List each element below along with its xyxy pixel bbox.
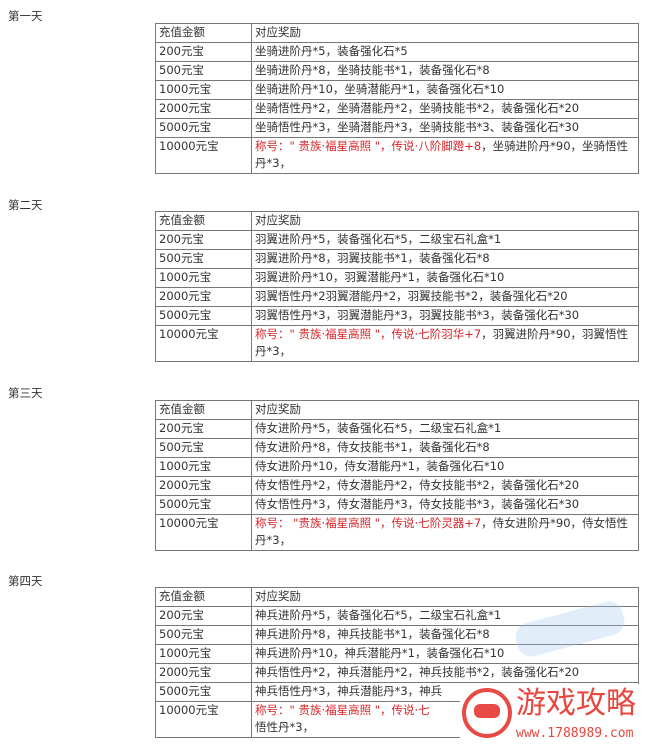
reward-cell: 侍女悟性丹*2，侍女潜能丹*2，侍女技能书*2，装备强化石*20: [251, 476, 639, 496]
reward-cell: 侍女进阶丹*8，侍女技能书*1，装备强化石*8: [251, 438, 639, 458]
reward-cell: 神兵悟性丹*2，神兵潜能丹*2，神兵技能书*2，装备强化石*20: [251, 663, 639, 683]
reward-cell: 羽翼悟性丹*2羽翼潜能丹*2，羽翼技能书*2，装备强化石*20: [251, 287, 639, 307]
table-row: 500元宝 侍女进阶丹*8，侍女技能书*1，装备强化石*8: [155, 438, 639, 458]
reward-cell: 神兵进阶丹*8，神兵技能书*1，装备强化石*8: [251, 625, 639, 645]
table-row: 500元宝 羽翼进阶丹*8，羽翼技能书*1，装备强化石*8: [155, 249, 639, 269]
title-reward: 称号： "贵族·福星高照 "，传说·七阶灵器+7: [255, 516, 482, 530]
table-row: 1000元宝 坐骑进阶丹*10，坐骑潜能丹*1，装备强化石*10: [155, 80, 639, 100]
title-reward: 称号：" 贵族·福星高照 "，传说·七: [255, 703, 430, 717]
amount-cell: 500元宝: [155, 625, 252, 645]
reward-table: 充值金额 对应奖励 200元宝 坐骑进阶丹*5，装备强化石*5 500元宝 坐骑进阶丹*8…: [155, 23, 639, 174]
table-header: 充值金额 对应奖励: [155, 211, 639, 231]
reward-cell: 称号：" 贵族·福星高照 "，传说·七阶羽华+7，羽翼进阶丹*90，羽翼悟性丹*…: [251, 325, 639, 362]
amount-cell: 5000元宝: [155, 306, 252, 326]
amount-cell: 10000元宝: [155, 514, 252, 551]
amount-cell: 2000元宝: [155, 476, 252, 496]
amount-cell: 5000元宝: [155, 682, 252, 702]
amount-cell: 200元宝: [155, 606, 252, 626]
table-row: 10000元宝 称号：" 贵族·福星高照 "，传说·七 悟性丹*3，: [155, 701, 639, 738]
amount-cell: 10000元宝: [155, 325, 252, 362]
reward-rest: 悟性丹*3，: [254, 720, 315, 734]
header-reward: 对应奖励: [251, 23, 639, 43]
table-row: 2000元宝 侍女悟性丹*2，侍女潜能丹*2，侍女技能书*2，装备强化石*20: [155, 476, 639, 496]
header-amount: 充值金额: [155, 400, 252, 420]
day-title: 第四天: [8, 574, 43, 588]
header-reward: 对应奖励: [251, 211, 639, 231]
table-row: 200元宝 侍女进阶丹*5，装备强化石*5，二级宝石礼盒*1: [155, 419, 639, 439]
amount-cell: 10000元宝: [155, 137, 252, 174]
table-row: 2000元宝 羽翼悟性丹*2羽翼潜能丹*2，羽翼技能书*2，装备强化石*20: [155, 287, 639, 307]
table-row: 5000元宝 羽翼悟性丹*3，羽翼潜能丹*3，羽翼技能书*3，装备强化石*30: [155, 306, 639, 326]
table-row: 5000元宝 侍女悟性丹*3，侍女潜能丹*3，侍女技能书*3，装备强化石*30: [155, 495, 639, 515]
header-reward: 对应奖励: [251, 587, 639, 607]
gamepad-shape: [474, 704, 500, 718]
watermark-url: www.1788989.com: [516, 726, 634, 741]
amount-cell: 1000元宝: [155, 644, 252, 664]
reward-cell: 羽翼悟性丹*3，羽翼潜能丹*3，羽翼技能书*3，装备强化石*30: [251, 306, 639, 326]
amount-cell: 1000元宝: [155, 80, 252, 100]
reward-cell: 侍女进阶丹*5，装备强化石*5，二级宝石礼盒*1: [251, 419, 639, 439]
reward-cell: 坐骑悟性丹*3，坐骑潜能丹*3，坐骑技能书*3、装备强化石*30: [251, 118, 639, 138]
reward-cell: 称号：" 贵族·福星高照 "，传说·八阶脚蹬+8，坐骑进阶丹*90，坐骑悟性丹*…: [251, 137, 639, 174]
reward-cell: 侍女进阶丹*10，侍女潜能丹*1，装备强化石*10: [251, 457, 639, 477]
title-reward: 称号：" 贵族·福星高照 "，传说·七阶羽华+7: [255, 327, 482, 341]
table-header: 充值金额 对应奖励: [155, 587, 639, 607]
header-amount: 充值金额: [155, 587, 252, 607]
table-row: 2000元宝 坐骑悟性丹*2，坐骑潜能丹*2，坐骑技能书*2，装备强化石*20: [155, 99, 639, 119]
table-row: 10000元宝 称号： "贵族·福星高照 "，传说·七阶灵器+7，侍女进阶丹*90…: [155, 514, 639, 551]
watermark-logo: 游戏攻略 www.1788989.com: [460, 684, 648, 746]
table-row: 500元宝 坐骑进阶丹*8，坐骑技能书*1，装备强化石*8: [155, 61, 639, 81]
table-row: 10000元宝 称号：" 贵族·福星高照 "，传说·八阶脚蹬+8，坐骑进阶丹*90…: [155, 137, 639, 174]
reward-table: 充值金额 对应奖励 200元宝 羽翼进阶丹*5，装备强化石*5，二级宝石礼盒*1 500…: [155, 211, 639, 362]
reward-cell: 羽翼进阶丹*8，羽翼技能书*1，装备强化石*8: [251, 249, 639, 269]
reward-cell: 坐骑进阶丹*5，装备强化石*5: [251, 42, 639, 62]
amount-cell: 200元宝: [155, 42, 252, 62]
table-row: 500元宝 神兵进阶丹*8，神兵技能书*1，装备强化石*8: [155, 625, 639, 645]
amount-cell: 500元宝: [155, 61, 252, 81]
reward-cell: 坐骑悟性丹*2，坐骑潜能丹*2，坐骑技能书*2，装备强化石*20: [251, 99, 639, 119]
reward-cell: 称号： "贵族·福星高照 "，传说·七阶灵器+7，侍女进阶丹*90，侍女悟性丹*…: [251, 514, 639, 551]
table-row: 1000元宝 羽翼进阶丹*10，羽翼潜能丹*1，装备强化石*10: [155, 268, 639, 288]
header-amount: 充值金额: [155, 211, 252, 231]
amount-cell: 1000元宝: [155, 268, 252, 288]
title-reward: 称号：" 贵族·福星高照 "，传说·八阶脚蹬+8: [255, 139, 482, 153]
amount-cell: 2000元宝: [155, 663, 252, 683]
amount-cell: 5000元宝: [155, 118, 252, 138]
amount-cell: 200元宝: [155, 419, 252, 439]
day-title: 第二天: [8, 198, 43, 212]
table-row: 200元宝 坐骑进阶丹*5，装备强化石*5: [155, 42, 639, 62]
header-reward: 对应奖励: [251, 400, 639, 420]
reward-rest: ，侍女进阶丹*90，侍女悟性丹*3，: [255, 516, 629, 547]
amount-cell: 10000元宝: [155, 701, 252, 738]
reward-cell: 羽翼进阶丹*10，羽翼潜能丹*1，装备强化石*10: [251, 268, 639, 288]
table-row: 200元宝 羽翼进阶丹*5，装备强化石*5，二级宝石礼盒*1: [155, 230, 639, 250]
amount-cell: 2000元宝: [155, 287, 252, 307]
watermark-title: 游戏攻略: [516, 686, 636, 721]
table-row: 10000元宝 称号：" 贵族·福星高照 "，传说·七阶羽华+7，羽翼进阶丹*90…: [155, 325, 639, 362]
reward-cell: 坐骑进阶丹*10，坐骑潜能丹*1，装备强化石*10: [251, 80, 639, 100]
day-title: 第三天: [8, 386, 43, 400]
reward-cell: 侍女悟性丹*3，侍女潜能丹*3，侍女技能书*3，装备强化石*30: [251, 495, 639, 515]
table-row: 1000元宝 侍女进阶丹*10，侍女潜能丹*1，装备强化石*10: [155, 457, 639, 477]
reward-table: 充值金额 对应奖励 200元宝 侍女进阶丹*5，装备强化石*5，二级宝石礼盒*1 500…: [155, 400, 639, 551]
table-header: 充值金额 对应奖励: [155, 23, 639, 43]
reward-cell: 坐骑进阶丹*8，坐骑技能书*1，装备强化石*8: [251, 61, 639, 81]
amount-cell: 5000元宝: [155, 495, 252, 515]
amount-cell: 500元宝: [155, 249, 252, 269]
amount-cell: 1000元宝: [155, 457, 252, 477]
reward-cell: 神兵进阶丹*10，神兵潜能丹*1，装备强化石*10: [251, 644, 639, 664]
amount-cell: 200元宝: [155, 230, 252, 250]
header-amount: 充值金额: [155, 23, 252, 43]
reward-table: 充值金额 对应奖励 200元宝 神兵进阶丹*5，装备强化石*5，二级宝石礼盒*1 500…: [155, 587, 639, 738]
reward-rest: ，羽翼进阶丹*90，羽翼悟性丹*3，: [255, 327, 629, 358]
gamepad-icon: [462, 688, 512, 738]
amount-cell: 500元宝: [155, 438, 252, 458]
amount-cell: 2000元宝: [155, 99, 252, 119]
reward-cell: 羽翼进阶丹*5，装备强化石*5，二级宝石礼盒*1: [251, 230, 639, 250]
table-row: 5000元宝 坐骑悟性丹*3，坐骑潜能丹*3，坐骑技能书*3、装备强化石*30: [155, 118, 639, 138]
day-title: 第一天: [8, 9, 43, 23]
table-header: 充值金额 对应奖励: [155, 400, 639, 420]
reward-rest: ，坐骑进阶丹*90，坐骑悟性丹*3，: [255, 139, 629, 170]
table-row: 2000元宝 神兵悟性丹*2，神兵潜能丹*2，神兵技能书*2，装备强化石*20: [155, 663, 639, 683]
